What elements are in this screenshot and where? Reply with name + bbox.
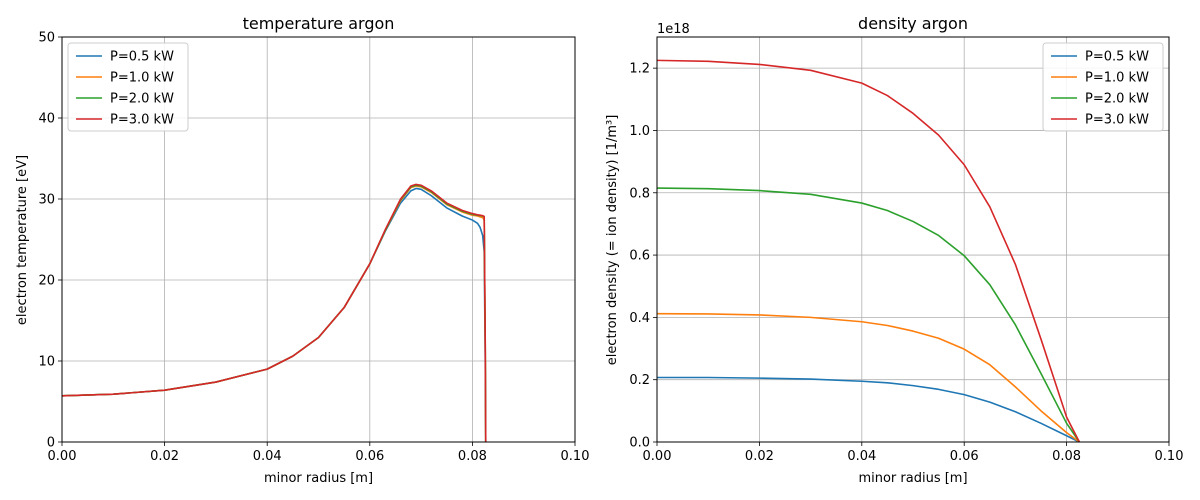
legend-label: P=1.0 kW: [1085, 71, 1149, 86]
density-chart: density argon 1e18 minor radius [m] elec…: [605, 14, 1183, 486]
x-tick-label: 0.00: [48, 449, 77, 464]
x-tick-label: 0.06: [950, 449, 979, 464]
series-line-2: [656, 312, 1080, 443]
x-tick-label: 0.10: [1155, 449, 1184, 464]
axes-frame: [656, 36, 1170, 443]
y-tick-label: 30: [38, 193, 55, 208]
legend-label: P=0.5 kW: [1085, 50, 1149, 65]
series-line-1: [657, 376, 1080, 443]
x-tick-label: 0.08: [1052, 449, 1081, 464]
legend-label: P=2.0 kW: [1085, 92, 1149, 107]
chart-title: temperature argon: [243, 14, 395, 33]
axes-frame: [61, 36, 576, 443]
y-tick-label: 50: [38, 31, 55, 46]
x-tick-label: 0.02: [745, 449, 774, 464]
series-line-4: [61, 183, 487, 443]
y-tick-label: 0.2: [629, 373, 650, 388]
legend: P=0.5 kW P=1.0 kW P=2.0 kW P=3.0 kW: [67, 42, 189, 132]
y-tick-label: 20: [38, 274, 55, 289]
legend: P=0.5 kW P=1.0 kW P=2.0 kW P=3.0 kW: [1042, 42, 1164, 132]
legend-label: P=1.0 kW: [110, 71, 174, 86]
temperature-chart: temperature argon minor radius [m] elect…: [15, 14, 589, 486]
x-tick-label: 0.08: [458, 449, 487, 464]
x-tick-label: 0.00: [643, 449, 672, 464]
series-lines: [656, 59, 1081, 443]
chart-title: density argon: [858, 14, 968, 33]
y-axis-label: electron density (= ion density) [1/m³]: [605, 115, 620, 366]
y-tick-label: 1.0: [629, 124, 650, 139]
y-tick-label: 0.0: [629, 436, 650, 451]
y-tick-label: 1.2: [629, 62, 650, 77]
y-tick-label: 40: [38, 112, 55, 127]
axis-ticks: 0.00 0.02 0.04 0.06 0.08 0.10 0.0 0.2 0.4 0.6 0.8 1…: [629, 62, 1183, 464]
x-tick-label: 0.06: [355, 449, 384, 464]
x-axis-label: minor radius [m]: [264, 471, 373, 486]
legend-label: P=2.0 kW: [110, 92, 174, 107]
y-tick-label: 0.8: [629, 186, 650, 201]
y-axis-label: electron temperature [eV]: [15, 155, 30, 325]
legend-label: P=3.0 kW: [110, 113, 174, 128]
x-tick-label: 0.04: [847, 449, 876, 464]
x-axis-label: minor radius [m]: [858, 471, 967, 486]
y-tick-label: 0: [47, 436, 55, 451]
y-tick-label: 10: [38, 355, 55, 370]
series-line-3: [656, 187, 1081, 443]
y-tick-label: 0.6: [629, 249, 650, 264]
x-tick-label: 0.02: [150, 449, 179, 464]
legend-label: P=3.0 kW: [1085, 113, 1149, 128]
y-tick-label: 0.4: [629, 311, 650, 326]
legend-box: [1042, 42, 1164, 132]
series-lines: [61, 183, 487, 443]
axis-ticks: 0.00 0.02 0.04 0.06 0.08 0.10 0 10 20 30 40 50: [38, 31, 589, 465]
legend-box: [67, 42, 189, 132]
legend-label: P=0.5 kW: [110, 50, 174, 65]
series-line-4: [656, 59, 1081, 443]
y-axis-offset-label: 1e18: [657, 22, 690, 37]
x-tick-label: 0.04: [253, 449, 282, 464]
x-tick-label: 0.10: [561, 449, 590, 464]
